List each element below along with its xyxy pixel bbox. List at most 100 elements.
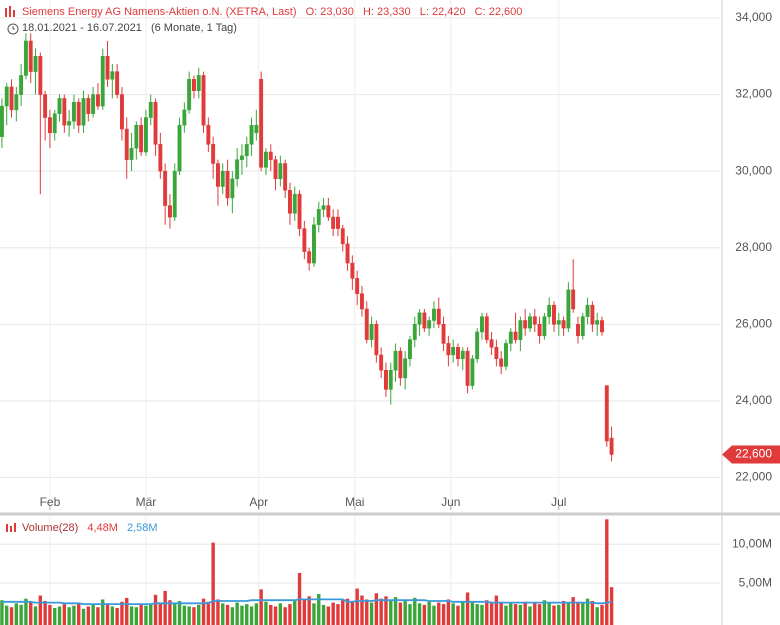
volume-bar <box>585 598 590 625</box>
volume-bar <box>513 604 518 625</box>
candle-body <box>4 86 9 107</box>
volume-bar <box>317 594 321 625</box>
y-tick-label: 32,000 <box>735 87 772 101</box>
volume-bar <box>542 600 547 625</box>
x-tick-label: Jun <box>441 495 460 509</box>
volume-bar <box>0 600 4 625</box>
candle-body <box>494 347 499 360</box>
volume-bar <box>110 606 115 625</box>
volume-bar <box>9 607 14 625</box>
candle-body <box>499 358 504 367</box>
volume-bar <box>53 608 57 625</box>
volume-bar <box>149 604 153 625</box>
volume-bar <box>408 604 412 625</box>
candle-body <box>542 316 547 337</box>
volume-bar <box>494 595 499 625</box>
candle-body <box>119 94 124 130</box>
volume-bar <box>163 590 167 625</box>
candle-body <box>513 331 518 340</box>
candle-body <box>600 320 604 333</box>
x-tick-label: Feb <box>40 495 61 509</box>
volume-bar <box>355 588 359 625</box>
candle-body <box>585 304 590 317</box>
volume-bar <box>225 604 230 625</box>
volume-bar <box>62 604 67 625</box>
candle-body <box>556 320 561 325</box>
volume-bar <box>461 601 465 625</box>
subheader: 18.01.2021 - 16.07.2021 (6 Monate, 1 Tag… <box>22 22 243 34</box>
volume-bar <box>216 599 220 625</box>
candle-body <box>163 170 168 206</box>
candle-body <box>86 98 91 114</box>
candle-body <box>355 278 360 294</box>
volume-bar <box>595 607 599 625</box>
volume-bar <box>321 604 326 625</box>
volume-bar <box>245 604 249 625</box>
volume-bar <box>427 601 431 625</box>
candle-body <box>580 316 585 337</box>
candle-body <box>268 151 273 160</box>
volume-bar <box>81 608 86 625</box>
volume-ma-line <box>1 598 612 605</box>
volume-bar <box>446 599 451 625</box>
volume-bar <box>374 593 379 625</box>
volume-bar <box>29 601 33 625</box>
candle-body <box>427 320 432 329</box>
candle-body <box>604 385 609 442</box>
candle-body <box>350 262 355 279</box>
candle-body <box>369 324 374 340</box>
y-tick-label: 22,000 <box>735 470 772 484</box>
candle-body <box>167 205 172 218</box>
volume-bar <box>528 606 532 625</box>
volume-bar <box>72 605 76 625</box>
candle-body <box>422 312 427 329</box>
candle-body <box>379 354 384 371</box>
candle-body <box>9 86 14 111</box>
candle-body <box>403 358 408 379</box>
volume-bar <box>609 587 614 625</box>
volume-bar <box>523 601 527 625</box>
candle-body <box>196 75 201 91</box>
volume-bar <box>182 605 187 625</box>
y-tick-label: 5,00M <box>739 575 772 589</box>
y-tick-label: 24,000 <box>735 393 772 407</box>
volume-name: Volume(28) <box>22 522 79 534</box>
volume-bar <box>288 604 292 625</box>
candle-body <box>172 170 177 218</box>
candle-body <box>321 205 326 210</box>
candle-body <box>76 101 81 126</box>
volume-bar <box>326 606 331 625</box>
candle-body <box>307 251 312 264</box>
volume-bar <box>417 603 422 625</box>
candle-body <box>47 117 52 134</box>
candle-body <box>436 308 441 325</box>
volume-bar <box>389 600 393 625</box>
volume-bar <box>77 602 81 625</box>
title: Siemens Energy AG Namens-Aktien o.N. (XE… <box>22 6 297 18</box>
volume-bar <box>221 603 225 625</box>
x-tick-label: Mai <box>345 495 364 509</box>
candle-body <box>547 304 552 317</box>
volume-bar <box>403 601 407 625</box>
candle-body <box>263 151 268 168</box>
volume-bar <box>331 602 335 625</box>
volume-bar <box>365 599 369 625</box>
candle-body <box>273 159 278 180</box>
volume-bar <box>509 602 513 625</box>
candle-body <box>398 350 403 379</box>
ma-last: 2,58M <box>126 522 158 534</box>
volume-bar <box>561 601 566 625</box>
candle-body <box>33 56 38 72</box>
volume-bar <box>571 597 575 625</box>
candle-body <box>182 109 187 126</box>
period: (6 Monate, 1 Tag) <box>150 22 237 34</box>
volume-bar <box>384 596 388 625</box>
volume-bar <box>302 599 307 625</box>
volume-bar <box>312 603 316 625</box>
candle-body <box>220 170 225 187</box>
header: Siemens Energy AG Namens-Aktien o.N. (XE… <box>22 6 528 18</box>
volume-bar <box>57 606 62 625</box>
candle-body <box>62 98 67 126</box>
volume-bar <box>153 594 158 625</box>
